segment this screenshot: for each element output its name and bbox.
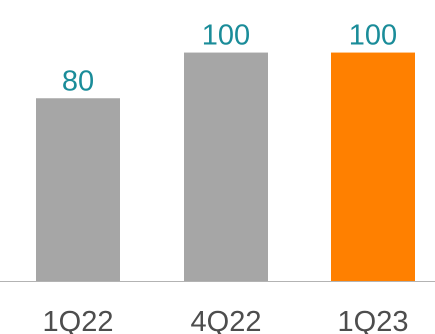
- value-label-1q22: 80: [62, 65, 94, 97]
- bar-1q22: [36, 98, 120, 281]
- value-label-1q23: 100: [349, 20, 397, 52]
- value-labels-group: 80 100 100: [62, 20, 397, 98]
- bar-1q23: [331, 52, 415, 281]
- x-tick-label-1q22: 1Q22: [43, 306, 114, 334]
- x-tick-labels-group: 1Q22 4Q22 1Q23: [43, 306, 409, 334]
- x-tick-label-4q22: 4Q22: [191, 306, 262, 334]
- bars-group: [36, 52, 415, 281]
- bar-4q22: [184, 52, 268, 281]
- x-tick-label-1q23: 1Q23: [338, 306, 409, 334]
- value-label-4q22: 100: [202, 20, 250, 52]
